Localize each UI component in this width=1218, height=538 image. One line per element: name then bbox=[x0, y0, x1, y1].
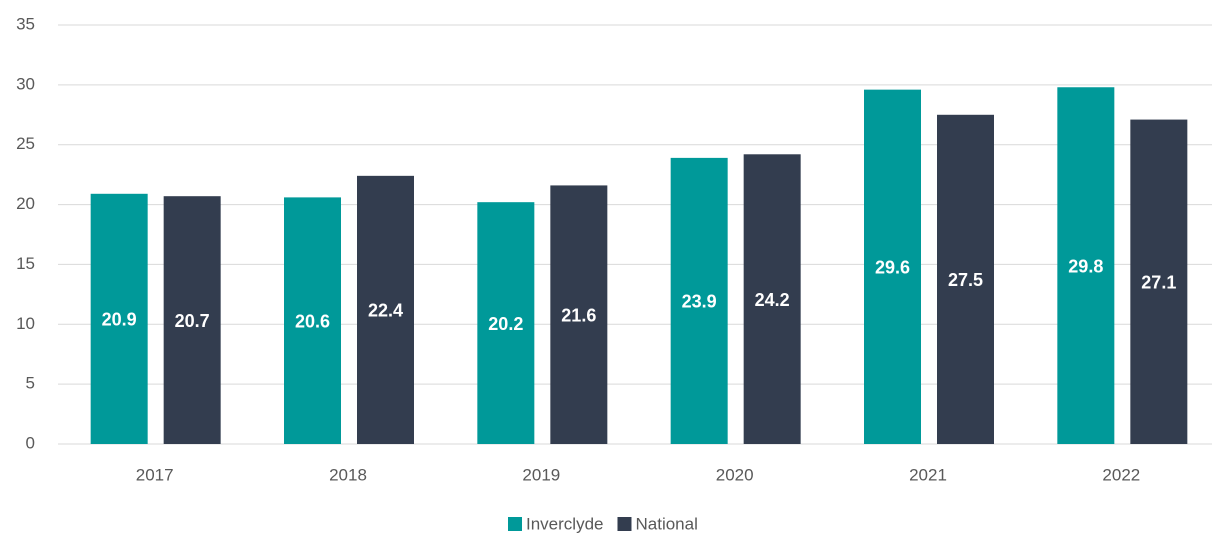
data-label: 27.1 bbox=[1141, 273, 1176, 293]
y-tick-label: 5 bbox=[26, 374, 35, 393]
legend-label: National bbox=[635, 514, 697, 533]
y-tick-label: 25 bbox=[16, 134, 35, 153]
data-label: 20.9 bbox=[102, 310, 137, 330]
data-label: 29.8 bbox=[1068, 256, 1103, 276]
data-label: 24.2 bbox=[755, 290, 790, 310]
bar bbox=[743, 154, 801, 444]
y-tick-label: 20 bbox=[16, 194, 35, 213]
x-tick-label: 2018 bbox=[329, 465, 367, 484]
bar bbox=[477, 202, 535, 444]
bar bbox=[937, 114, 994, 445]
data-label: 20.6 bbox=[295, 311, 330, 331]
bar bbox=[90, 193, 148, 444]
x-tick-label: 2022 bbox=[1102, 465, 1140, 484]
x-tick-label: 2021 bbox=[909, 465, 947, 484]
bar bbox=[550, 185, 608, 444]
x-tick-label: 2019 bbox=[522, 465, 560, 484]
bar bbox=[1130, 119, 1188, 445]
y-tick-label: 35 bbox=[16, 14, 35, 33]
bar bbox=[163, 196, 221, 444]
data-label: 29.6 bbox=[875, 258, 910, 278]
y-tick-label: 10 bbox=[16, 314, 35, 333]
legend-label: Inverclyde bbox=[526, 514, 603, 533]
bar bbox=[284, 197, 341, 444]
data-label: 27.5 bbox=[948, 270, 983, 290]
data-label: 23.9 bbox=[682, 292, 717, 312]
bar bbox=[1057, 87, 1115, 444]
legend-swatch bbox=[617, 517, 632, 531]
bar bbox=[864, 89, 921, 444]
y-tick-label: 15 bbox=[16, 254, 35, 273]
y-tick-label: 0 bbox=[26, 433, 35, 452]
x-tick-label: 2017 bbox=[136, 465, 174, 484]
data-label: 20.7 bbox=[175, 311, 210, 331]
bar bbox=[670, 157, 728, 444]
data-label: 21.6 bbox=[561, 305, 596, 325]
x-tick-label: 2020 bbox=[716, 465, 754, 484]
legend-swatch bbox=[508, 517, 522, 531]
y-tick-label: 30 bbox=[16, 74, 35, 93]
bar bbox=[357, 175, 414, 444]
data-label: 20.2 bbox=[488, 314, 523, 334]
data-label: 22.4 bbox=[368, 301, 403, 321]
